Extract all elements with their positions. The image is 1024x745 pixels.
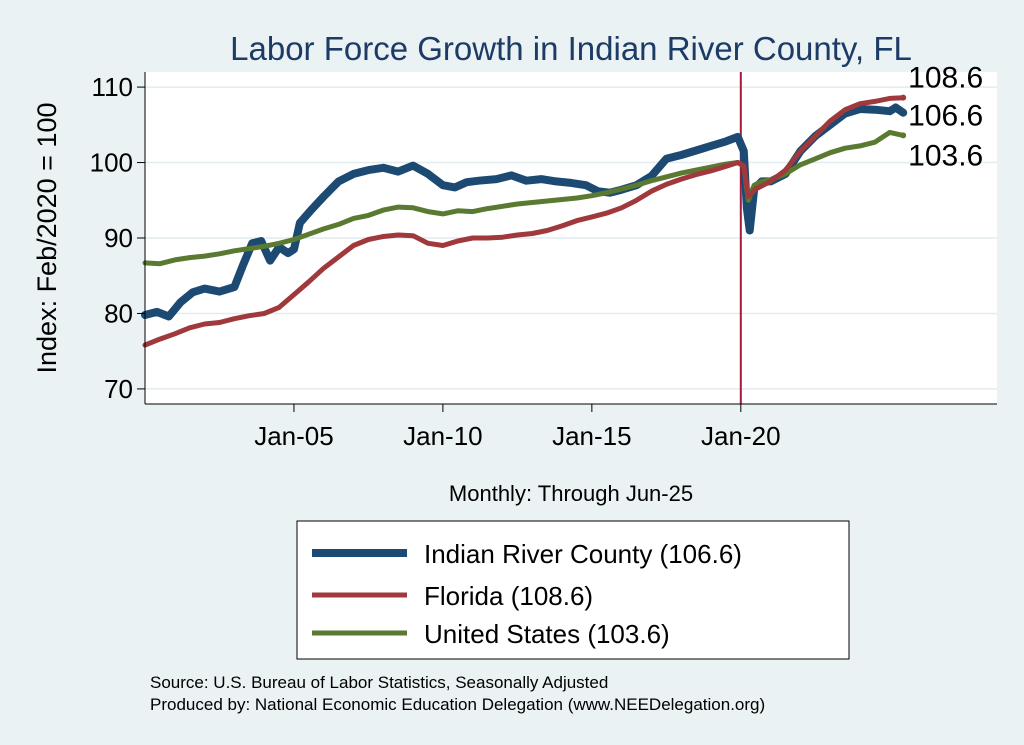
end-marker-0 bbox=[900, 109, 907, 116]
y-tick-label-70: 70 bbox=[104, 374, 133, 404]
x-tick-label-Jan-15: Jan-15 bbox=[552, 421, 632, 451]
source-note: Source: U.S. Bureau of Labor Statistics,… bbox=[150, 673, 608, 692]
end-label-indian-river: 106.6 bbox=[908, 100, 983, 133]
series-line-florida bbox=[142, 95, 906, 348]
x-tick-label-Jan-05: Jan-05 bbox=[254, 421, 334, 451]
end-label-united-states: 103.6 bbox=[908, 139, 983, 172]
y-tick-label-110: 110 bbox=[92, 72, 133, 102]
x-tick-label-Jan-20: Jan-20 bbox=[701, 421, 781, 451]
legend: Indian River County (106.6) Florida (108… bbox=[296, 520, 850, 660]
legend-label-florida: Florida (108.6) bbox=[424, 581, 593, 611]
series-lines bbox=[141, 95, 908, 348]
x-tick-label-Jan-10: Jan-10 bbox=[403, 421, 483, 451]
grid-lines bbox=[145, 86, 997, 390]
y-tick-label-80: 80 bbox=[104, 298, 133, 328]
end-label-florida: 108.6 bbox=[908, 62, 983, 95]
y-tick-label-100: 100 bbox=[90, 148, 133, 178]
legend-label-indian-river: Indian River County (106.6) bbox=[424, 539, 742, 569]
legend-label-united-states: United States (103.6) bbox=[424, 619, 670, 649]
chart-title: Labor Force Growth in Indian River Count… bbox=[230, 30, 912, 67]
end-marker-2 bbox=[900, 132, 907, 139]
x-ticks: Jan-05 Jan-10 Jan-15 Jan-20 bbox=[254, 404, 781, 451]
y-axis-title: Index: Feb/2020 = 100 bbox=[32, 103, 62, 374]
y-tick-label-90: 90 bbox=[104, 223, 133, 253]
x-axis-title: Monthly: Through Jun-25 bbox=[449, 481, 693, 506]
producer-note: Produced by: National Economic Education… bbox=[150, 695, 765, 714]
end-marker-1 bbox=[900, 94, 907, 101]
y-ticks: 70 80 90 100 110 bbox=[90, 72, 145, 404]
legend-box bbox=[296, 520, 850, 660]
end-labels: 106.6 108.6 103.6 bbox=[900, 62, 983, 172]
